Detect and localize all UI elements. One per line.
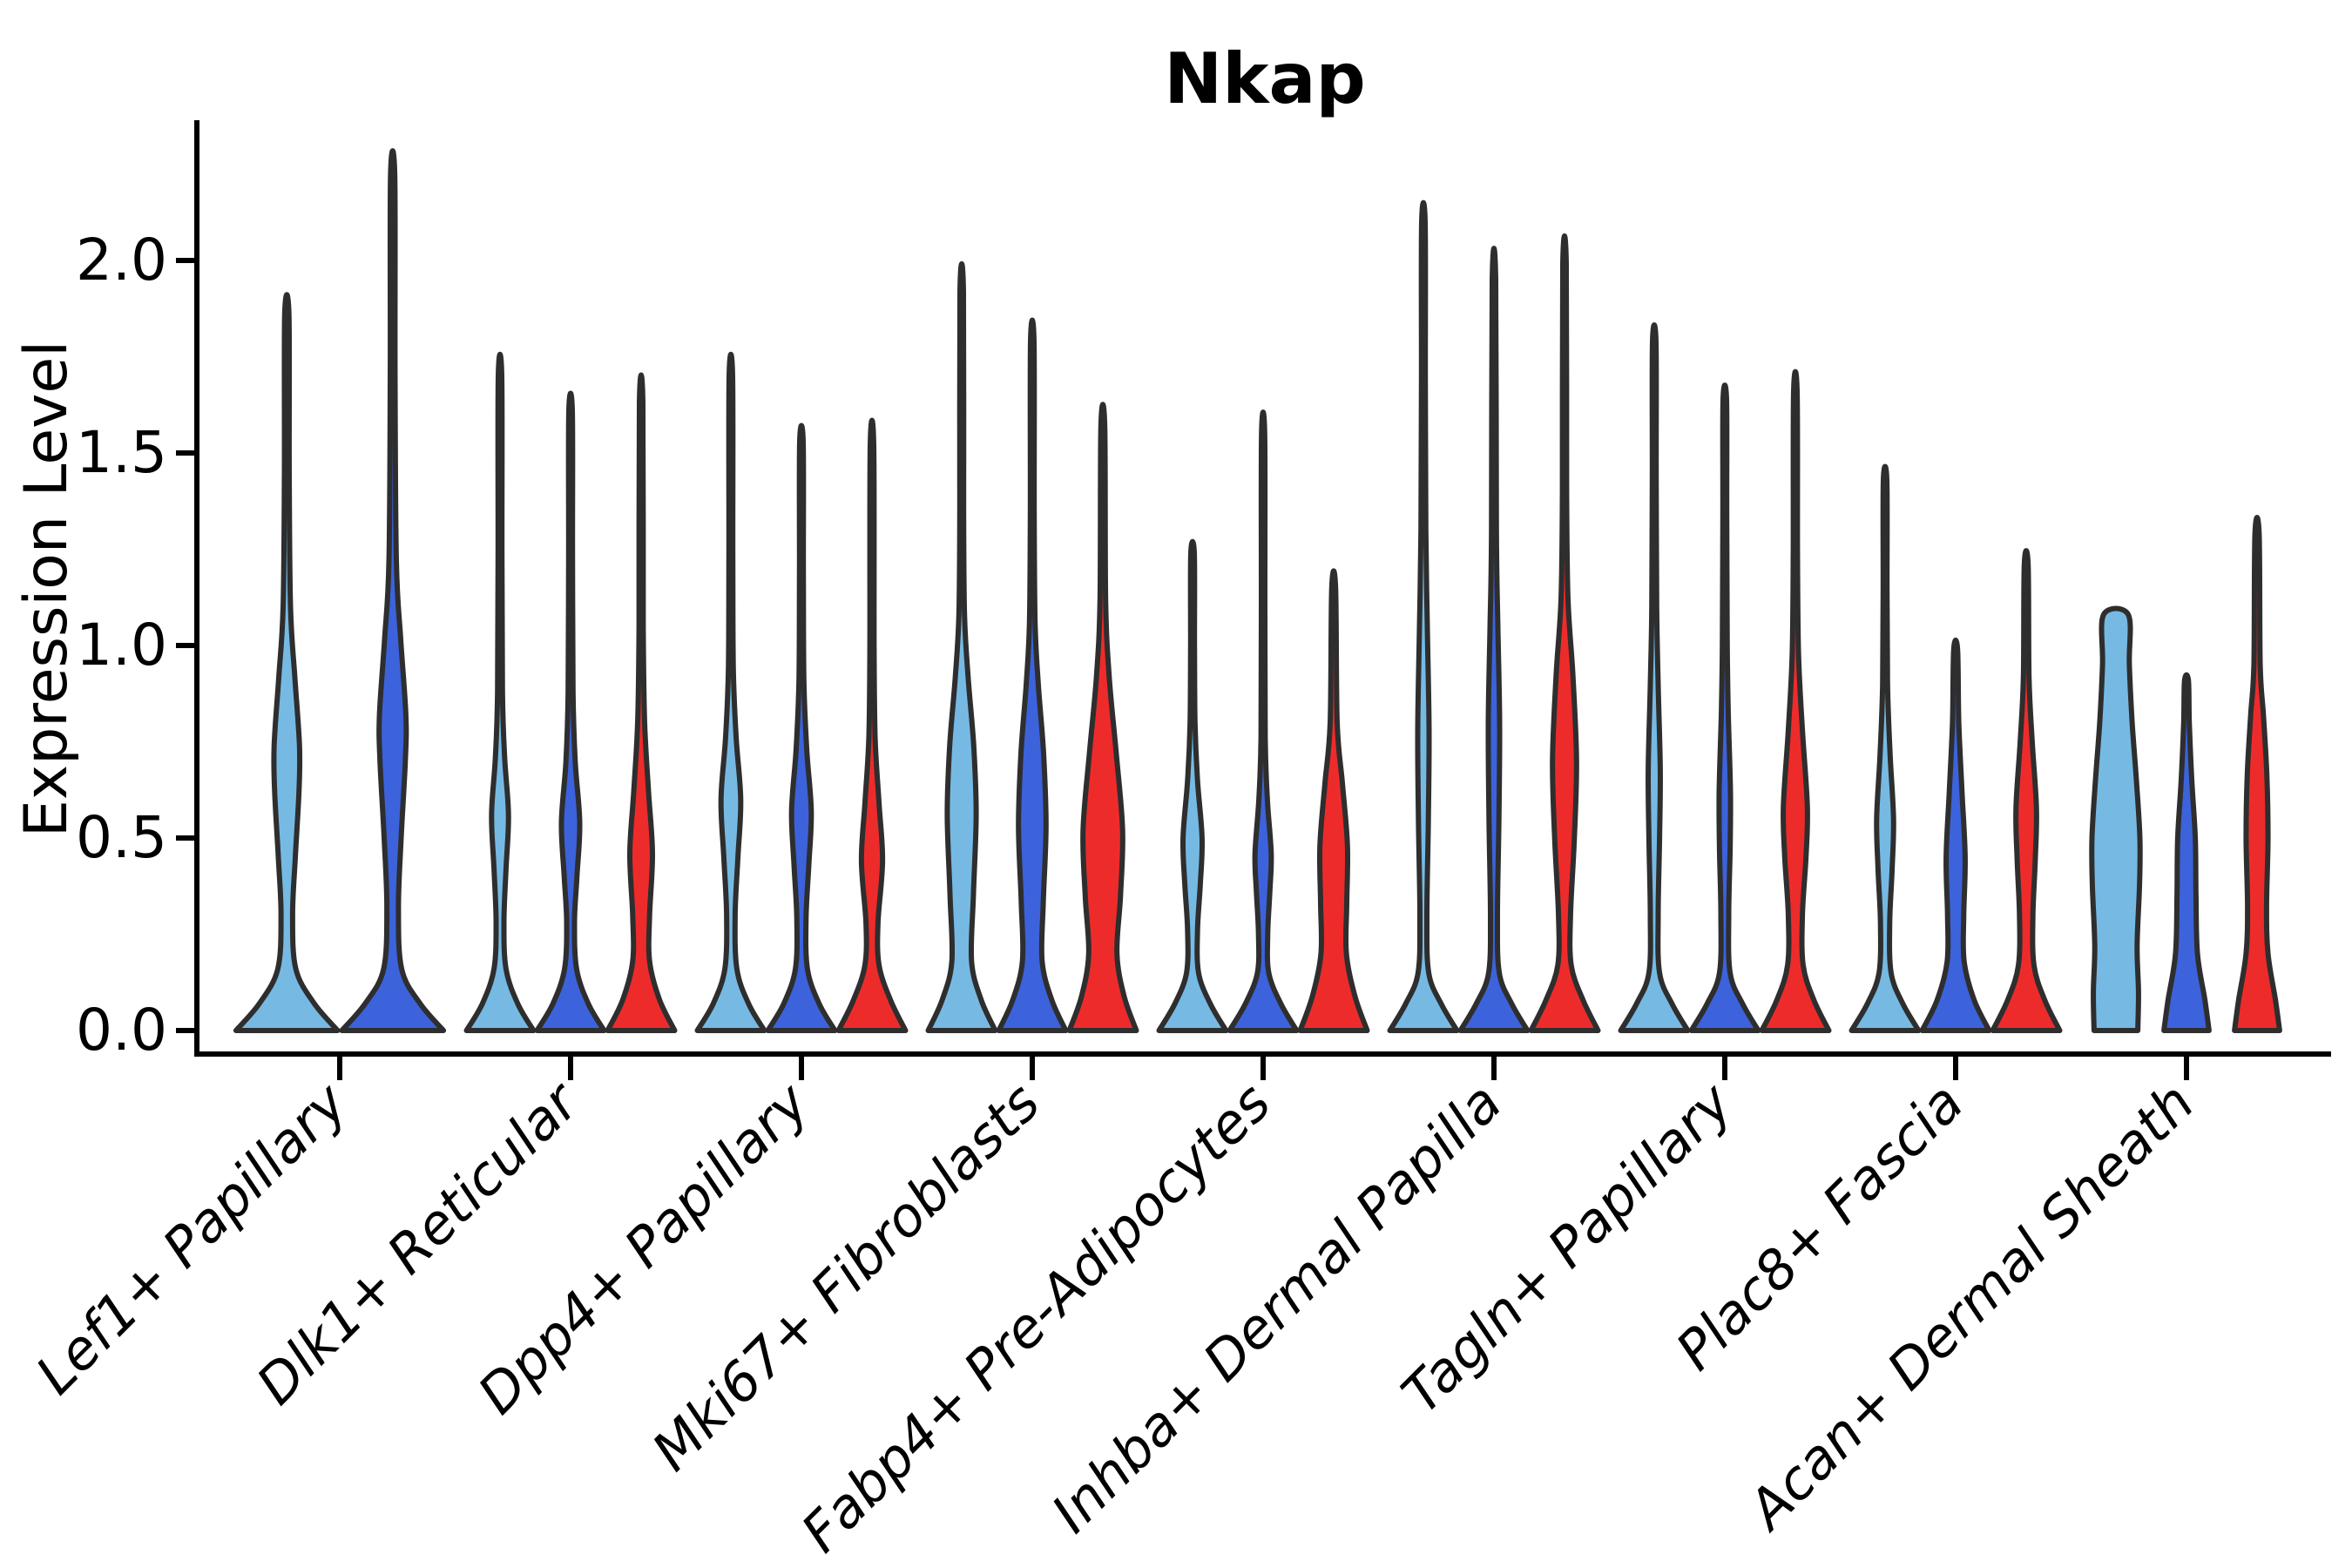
y-tick-label: 1.5: [76, 419, 167, 486]
y-tick-label: 2.0: [76, 226, 167, 294]
x-tick-label-5: Fabp4+ Pre-Adipocytes: [789, 1071, 1283, 1565]
violin-group4-red: [1066, 402, 1139, 1033]
violin-group7-red: [1759, 368, 1832, 1033]
violin-group2-light_blue: [463, 352, 537, 1033]
violin-group5-light_blue: [1156, 538, 1229, 1033]
violin-group8-red: [1990, 548, 2063, 1033]
axes-layer: [176, 120, 2331, 1080]
x-tick-label-9: Acan+ Dermal Sheath: [1734, 1071, 2207, 1544]
violin-group1-light_blue: [233, 292, 341, 1033]
violin-group9-light_blue: [2089, 605, 2143, 1033]
violin-group8-light_blue: [1848, 463, 1922, 1033]
violin-group4-light_blue: [925, 260, 998, 1033]
violin-group6-dark_blue: [1457, 246, 1531, 1033]
violin-group3-light_blue: [694, 352, 767, 1033]
y-tick-label: 0.0: [76, 997, 167, 1064]
violin-group5-red: [1297, 568, 1370, 1033]
violin-group9-red: [2232, 515, 2282, 1033]
x-tick-label-4: Mki67+ Fibroblasts: [639, 1071, 1051, 1483]
plot-title: Nkap: [1164, 38, 1365, 119]
violin-group5-dark_blue: [1227, 409, 1300, 1033]
x-tick-label-6: Inhba+ Dermal Papilla: [1039, 1071, 1513, 1544]
violin-group3-red: [835, 417, 909, 1033]
violin-group7-dark_blue: [1688, 382, 1761, 1033]
violin-group6-red: [1528, 233, 1601, 1033]
y-tick-label: 0.5: [76, 804, 167, 871]
violin-group2-red: [605, 372, 678, 1033]
violin-group1-dark_blue: [339, 148, 447, 1033]
violin-group3-dark_blue: [765, 422, 838, 1033]
violin-group9-dark_blue: [2161, 672, 2212, 1033]
violin-group6-light_blue: [1387, 199, 1460, 1033]
violin-group7-light_blue: [1618, 322, 1691, 1033]
violin-group2-dark_blue: [534, 390, 607, 1033]
violins-layer: [233, 148, 2282, 1033]
violin-group4-dark_blue: [996, 317, 1069, 1033]
y-axis-label: Expression Level: [12, 341, 81, 837]
y-tick-label: 1.0: [76, 612, 167, 679]
violin-group8-dark_blue: [1919, 637, 1992, 1033]
